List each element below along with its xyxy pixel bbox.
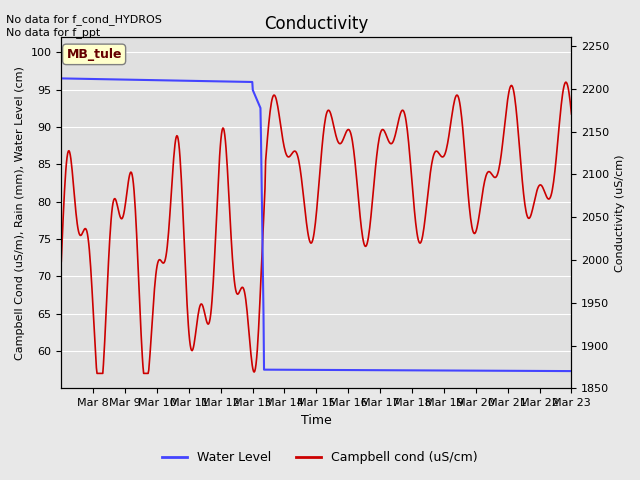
X-axis label: Time: Time: [301, 414, 332, 427]
Y-axis label: Conductivity (uS/cm): Conductivity (uS/cm): [615, 154, 625, 272]
Legend: Water Level, Campbell cond (uS/cm): Water Level, Campbell cond (uS/cm): [157, 446, 483, 469]
Text: No data for f_cond_HYDROS
No data for f_ppt: No data for f_cond_HYDROS No data for f_…: [6, 14, 163, 38]
Y-axis label: Campbell Cond (uS/m), Rain (mm), Water Level (cm): Campbell Cond (uS/m), Rain (mm), Water L…: [15, 66, 25, 360]
Text: MB_tule: MB_tule: [67, 48, 122, 61]
Title: Conductivity: Conductivity: [264, 15, 369, 33]
